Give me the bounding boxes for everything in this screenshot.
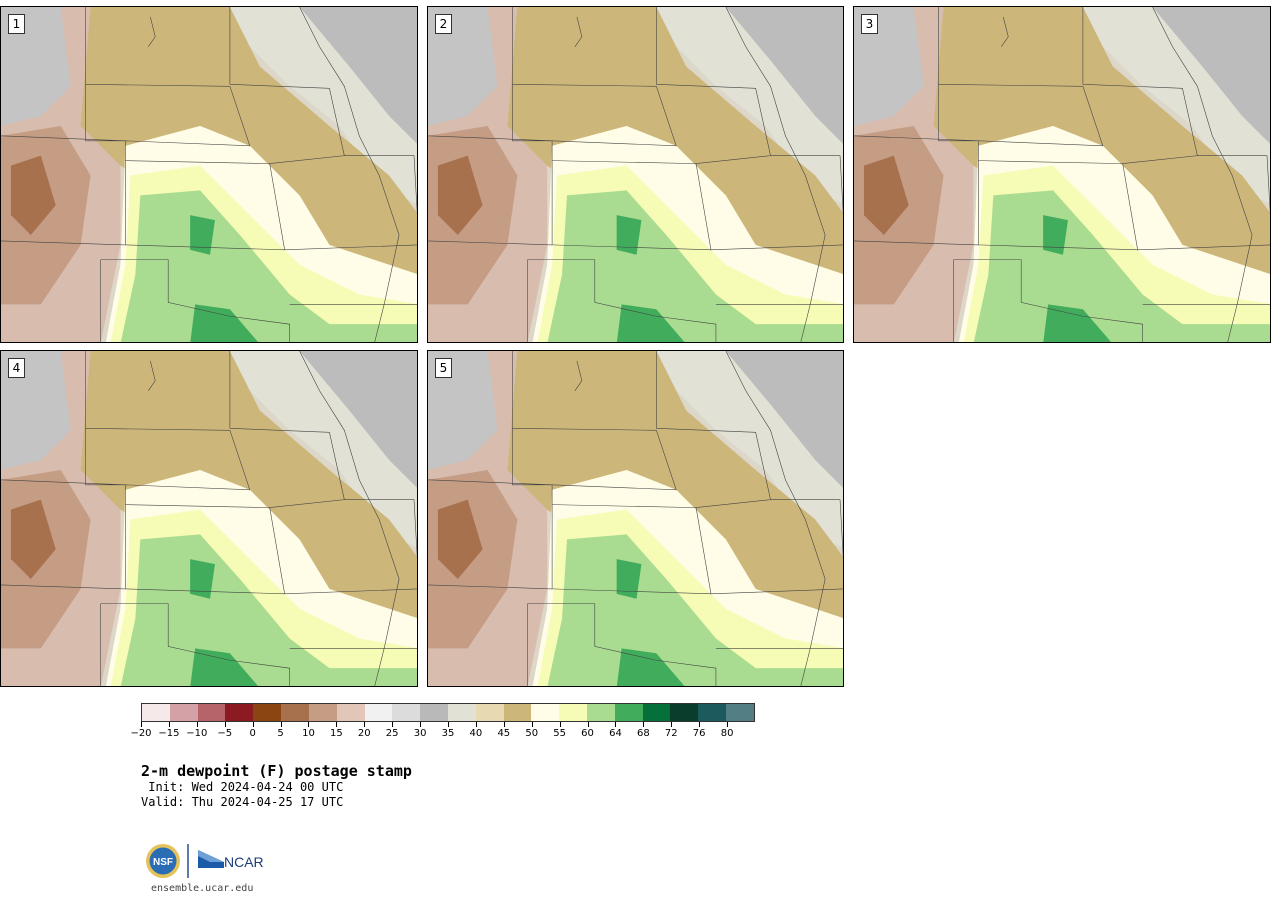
colorbar-tick — [531, 722, 533, 727]
colorbar-tick-label: 15 — [329, 728, 343, 739]
nsf-logo-text: NSF — [153, 857, 173, 868]
colorbar-swatch — [475, 704, 504, 721]
colorbar-tick — [141, 722, 142, 727]
ensemble-member-map-3: 3 — [853, 6, 1271, 343]
colorbar-tick-label: 80 — [720, 728, 734, 739]
colorbar-tick — [615, 722, 617, 727]
dewpoint-map — [854, 7, 1270, 342]
colorbar-tick — [587, 722, 589, 727]
colorbar-tick — [308, 722, 310, 727]
colorbar-swatch — [698, 704, 727, 721]
colorbar-tick — [168, 722, 170, 727]
colorbar-tick — [224, 722, 226, 727]
colorbar — [141, 703, 755, 722]
ensemble-member-map-1: 1 — [0, 6, 418, 343]
colorbar-swatch — [642, 704, 671, 721]
ensemble-member-map-5: 5 — [427, 350, 844, 687]
colorbar-swatch — [447, 704, 476, 721]
dewpoint-map — [1, 7, 417, 342]
colorbar-swatch — [253, 704, 282, 721]
colorbar-swatch — [336, 704, 365, 721]
colorbar-tick-label: −10 — [186, 728, 208, 739]
colorbar-swatch — [503, 704, 532, 721]
colorbar-swatch — [531, 704, 560, 721]
ensemble-member-map-4: 4 — [0, 350, 418, 687]
colorbar-tick — [196, 722, 198, 727]
colorbar-tick-label: 55 — [553, 728, 566, 739]
panel-number: 2 — [435, 14, 452, 34]
colorbar-tick-label: 76 — [692, 728, 706, 739]
colorbar-tick-label: 20 — [357, 728, 371, 739]
ncar-logo-text: NCAR — [224, 854, 264, 870]
nsf-logo: NSF — [146, 844, 180, 878]
panel-number: 5 — [435, 358, 452, 378]
colorbar-tick-label: 72 — [664, 728, 678, 739]
colorbar-tick-label: 45 — [497, 728, 511, 739]
colorbar-tick — [252, 722, 254, 727]
colorbar-tick-label: 40 — [469, 728, 483, 739]
colorbar-tick — [448, 722, 449, 727]
colorbar-tick — [503, 722, 505, 727]
plot-title: 2-m dewpoint (F) postage stamp — [141, 762, 412, 780]
valid-time: Valid: Thu 2024-04-25 17 UTC — [141, 795, 344, 809]
colorbar-swatch — [559, 704, 587, 721]
colorbar-swatch — [726, 704, 754, 721]
init-time: Init: Wed 2024-04-24 00 UTC — [141, 780, 344, 794]
colorbar-tick-label: 5 — [277, 728, 284, 739]
ensemble-member-map-2: 2 — [427, 6, 844, 343]
colorbar-tick — [392, 722, 394, 727]
colorbar-tick-label: 10 — [302, 728, 315, 739]
colorbar-tick — [559, 722, 561, 727]
dewpoint-map — [428, 351, 843, 686]
dewpoint-map — [1, 351, 417, 686]
colorbar-swatch — [281, 704, 309, 721]
colorbar-tick-label: 68 — [636, 728, 650, 739]
colorbar-tick-label: 50 — [525, 728, 539, 739]
colorbar-tick — [727, 722, 729, 727]
colorbar-swatch — [142, 704, 170, 721]
colorbar-tick-label: −15 — [158, 728, 180, 739]
colorbar-tick — [364, 722, 366, 727]
colorbar-tick-label: 25 — [385, 728, 399, 739]
colorbar-tick-label: −20 — [130, 728, 152, 739]
colorbar-tick — [643, 722, 645, 727]
colorbar-tick-label: 0 — [249, 728, 256, 739]
colorbar-swatch — [614, 704, 643, 721]
panel-number: 4 — [8, 358, 25, 378]
logos: NSF NCAR — [144, 842, 274, 880]
panel-number: 1 — [8, 14, 25, 34]
colorbar-tick — [671, 722, 673, 727]
colorbar-swatch — [225, 704, 254, 721]
ncar-logo: NCAR — [198, 850, 264, 870]
colorbar-tick-label: 30 — [413, 728, 427, 739]
website-url: ensemble.ucar.edu — [151, 883, 254, 894]
colorbar-tick — [475, 722, 477, 727]
colorbar-tick-label: 64 — [609, 728, 622, 739]
colorbar-tick — [280, 722, 282, 727]
colorbar-swatch — [308, 704, 337, 721]
colorbar-swatch — [587, 704, 615, 721]
colorbar-swatch — [670, 704, 699, 721]
colorbar-ticks: −20 −15 −10 −5 0 5 10 15 20 25 30 35 40 45 50 55 60 64 68 7… — [130, 722, 755, 742]
colorbar-tick-label: −5 — [217, 728, 233, 739]
colorbar-tick-label: 35 — [441, 728, 455, 739]
colorbar-swatch — [392, 704, 421, 721]
colorbar-tick — [699, 722, 701, 727]
colorbar-tick-label: 60 — [581, 728, 594, 739]
colorbar-swatch — [364, 704, 393, 721]
colorbar-tick — [336, 722, 338, 727]
colorbar-swatch — [169, 704, 198, 721]
colorbar-tick — [420, 722, 422, 727]
colorbar-swatch — [420, 704, 448, 721]
colorbar-swatch — [197, 704, 226, 721]
dewpoint-map — [428, 7, 843, 342]
panel-number: 3 — [861, 14, 878, 34]
